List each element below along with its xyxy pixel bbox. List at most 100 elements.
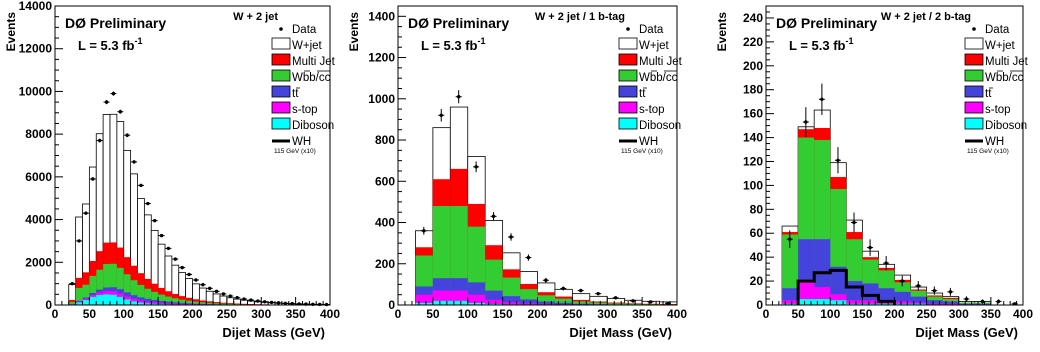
x-tick-label: 0 — [763, 307, 770, 321]
legend-multijet-swatch — [272, 54, 290, 65]
x-tick-label: 350 — [286, 307, 306, 321]
data-point — [852, 221, 855, 224]
legend-data-marker — [972, 27, 976, 31]
y-tick-label: 0 — [45, 298, 52, 312]
y-tick-label: 120 — [743, 154, 763, 168]
y-tick-label: 2000 — [25, 255, 52, 269]
x-tick-label: 400 — [1013, 307, 1033, 321]
x-tick-label: 350 — [632, 307, 652, 321]
x-tick-label: 50 — [426, 307, 440, 321]
experiment-label: DØ Preliminary — [65, 15, 166, 31]
data-point — [270, 301, 273, 304]
data-point — [284, 302, 287, 305]
bar-diboson — [96, 295, 103, 305]
legend-diboson-swatch — [965, 118, 983, 129]
legend-stop-label: s-top — [985, 104, 1011, 116]
data-point — [631, 299, 634, 302]
data-point — [614, 296, 617, 299]
data-point — [318, 303, 321, 306]
x-tick-label: 50 — [791, 307, 805, 321]
legend-diboson-swatch — [619, 118, 637, 129]
y-tick-label: 80 — [750, 202, 764, 216]
bar-diboson — [83, 300, 90, 305]
legend-tt-label: tt — [639, 88, 646, 100]
data-point — [187, 273, 190, 276]
x-tick-label: 350 — [981, 307, 1001, 321]
data-point — [884, 261, 887, 264]
data-point — [492, 215, 495, 218]
luminosity-label: L = 5.3 fb-1 — [78, 36, 143, 53]
legend-wh-note: 115 GeV (x10) — [274, 148, 316, 155]
legend-tt-swatch — [272, 86, 290, 97]
data-point — [105, 100, 108, 103]
data-point — [422, 229, 425, 232]
data-point — [933, 289, 936, 292]
data-point — [277, 301, 280, 304]
x-tick-label: 100 — [458, 307, 478, 321]
x-axis-label: Dijet Mass (GeV) — [915, 325, 1018, 340]
luminosity-exponent: -1 — [134, 36, 142, 46]
data-point — [194, 278, 197, 281]
y-tick-label: 800 — [375, 133, 395, 147]
data-point — [98, 139, 101, 142]
data-point — [440, 114, 443, 117]
data-point — [229, 294, 232, 297]
y-tick-label: 200 — [743, 59, 763, 73]
y-tick-label: 600 — [375, 174, 395, 188]
y-tick-label: 1200 — [368, 51, 395, 65]
data-point — [112, 92, 115, 95]
channel-title: W + 2 jet — [233, 11, 278, 23]
x-axis-label: Dijet Mass (GeV) — [569, 325, 672, 340]
data-point — [457, 95, 460, 98]
data-point — [160, 234, 163, 237]
y-tick-label: 40 — [750, 250, 764, 264]
data-point — [965, 297, 968, 300]
data-point — [174, 257, 177, 260]
x-tick-label: 200 — [884, 307, 904, 321]
data-point — [981, 300, 984, 303]
data-point — [901, 279, 904, 282]
legend-tt-label: tt — [985, 88, 992, 100]
y-tick-label: 20 — [750, 274, 764, 288]
bar-diboson — [450, 301, 467, 305]
data-point — [868, 246, 871, 249]
data-point — [836, 159, 839, 162]
x-tick-label: 50 — [83, 307, 97, 321]
legend-wh-label: WH — [292, 136, 311, 148]
data-point — [949, 290, 952, 293]
channel-title: W + 2 jet / 2 b-tag — [881, 11, 971, 23]
x-tick-label: 250 — [562, 307, 582, 321]
legend-data-marker — [626, 27, 630, 31]
data-point — [222, 292, 225, 295]
data-point — [153, 219, 156, 222]
x-tick-label: 250 — [917, 307, 937, 321]
y-tick-label: 180 — [743, 83, 763, 97]
legend-tt-swatch — [619, 86, 637, 97]
y-tick-label: 6000 — [25, 170, 52, 184]
x-tick-label: 0 — [395, 307, 402, 321]
bar-diboson — [131, 301, 138, 305]
legend-wh-note: 115 GeV (x10) — [621, 148, 663, 155]
x-tick-label: 200 — [527, 307, 547, 321]
x-tick-label: 100 — [820, 307, 840, 321]
y-tick-label: 240 — [743, 11, 763, 25]
data-point — [820, 98, 823, 101]
legend-wjet-label: W+jet — [985, 40, 1016, 52]
x-tick-label: 250 — [217, 307, 237, 321]
luminosity-label: L = 5.3 fb-1 — [421, 36, 486, 53]
stack-bars — [69, 114, 330, 305]
data-point — [596, 292, 599, 295]
x-tick-label: 100 — [114, 307, 134, 321]
x-tick-label: 300 — [251, 307, 271, 321]
data-point — [474, 165, 477, 168]
legend-wbb-label: Wbb/cc — [292, 72, 331, 84]
data-point — [132, 160, 135, 163]
data-point — [139, 184, 142, 187]
legend-wbb-label: Wbb/cc — [985, 72, 1024, 84]
y-tick-label: 14000 — [19, 0, 53, 13]
data-point — [788, 238, 791, 241]
